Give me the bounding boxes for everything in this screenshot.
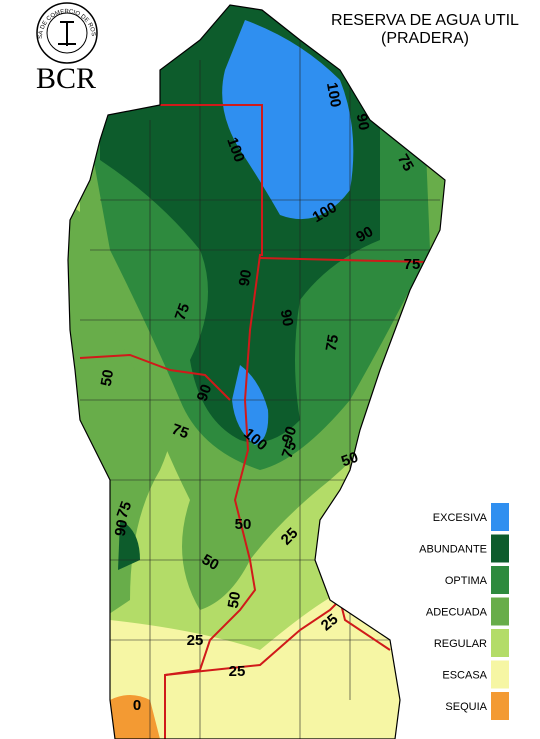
legend: EXCESIVA ABUNDANTE OPTIMA ADECUADA REGULAR ES… [419, 503, 509, 720]
legend-label: ADECUADA [426, 606, 488, 618]
logo: BOLSA DE COMERCIO DE ROSARIO BCR [0, 0, 98, 95]
contour-label: 75 [404, 256, 421, 273]
contour-label: 90 [277, 308, 297, 327]
legend-label: OPTIMA [445, 575, 488, 587]
logo-text: BCR [36, 62, 96, 95]
contour-label: 50 [98, 368, 118, 387]
legend-swatch [491, 692, 509, 720]
legend-swatch [491, 566, 509, 594]
contour-label: 90 [236, 268, 256, 287]
contour-label: 25 [187, 632, 204, 649]
contour-label: 75 [172, 301, 194, 322]
contour-label: 75 [394, 151, 417, 174]
legend-label: REGULAR [434, 638, 487, 650]
legend-label: ESCASA [442, 669, 487, 681]
contour-label: 75 [169, 421, 190, 443]
contour-label: 90 [112, 518, 132, 537]
legend-label: ABUNDANTE [419, 543, 487, 555]
contour-label: 75 [323, 333, 343, 352]
contour-label: 90 [194, 382, 216, 403]
contour-label: 75 [114, 499, 136, 520]
legend-label: EXCESIVA [433, 512, 488, 524]
contour-label: 90 [353, 112, 373, 131]
legend-swatch [491, 597, 509, 626]
legend-swatch [491, 660, 509, 689]
contour-label: 100 [323, 81, 344, 109]
legend-swatch [491, 629, 509, 657]
contour-label: 50 [235, 516, 252, 533]
contour-label: 75 [279, 439, 301, 460]
legend-label: SEQUIA [445, 701, 487, 713]
contour-label: 90 [353, 223, 376, 246]
title: RESERVA DE AGUA UTIL [331, 12, 519, 29]
contour-label: 50 [225, 590, 245, 609]
contour-label: 25 [229, 663, 246, 680]
contour-label: 50 [339, 449, 360, 471]
contour-label: 50 [199, 551, 222, 574]
logo-ring-text: BOLSA DE COMERCIO DE ROSARIO [0, 0, 96, 39]
subtitle: (PRADERA) [381, 30, 469, 47]
legend-swatch [491, 503, 509, 531]
legend-swatch [491, 534, 509, 563]
contour-label: 90 [279, 424, 301, 445]
contour-label: 0 [133, 697, 141, 714]
